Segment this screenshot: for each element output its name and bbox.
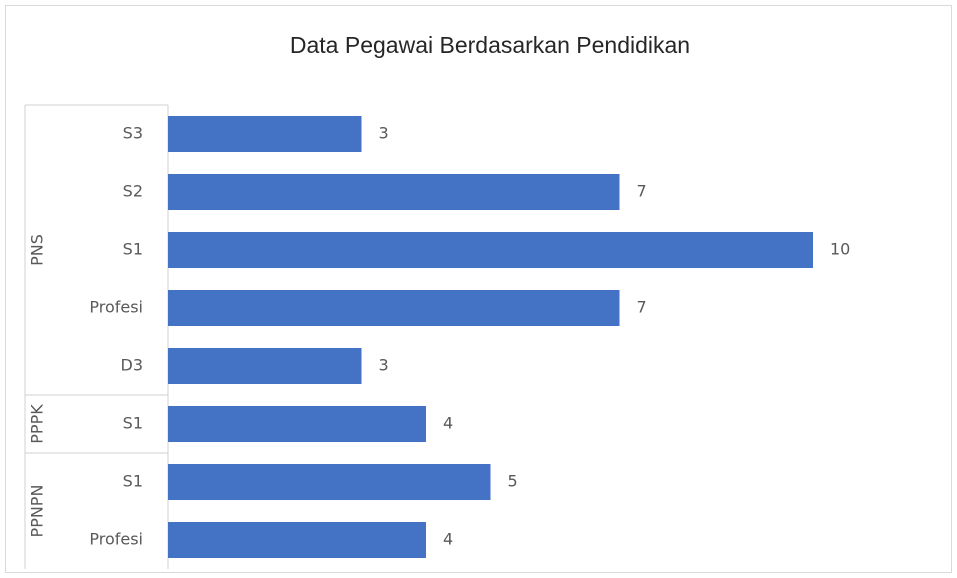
group-label: PPPK bbox=[28, 404, 47, 444]
group-label: PNS bbox=[28, 234, 47, 266]
bar bbox=[168, 348, 362, 384]
y-tick-label: S3 bbox=[123, 124, 143, 143]
bar bbox=[168, 522, 426, 558]
data-label: 3 bbox=[379, 356, 389, 375]
data-label: 5 bbox=[508, 472, 518, 491]
y-tick-label: Profesi bbox=[89, 298, 143, 317]
y-tick-label: D3 bbox=[121, 356, 144, 375]
bar bbox=[168, 406, 426, 442]
y-tick-label: Profesi bbox=[89, 530, 143, 549]
y-tick-label: S1 bbox=[123, 472, 143, 491]
data-label: 4 bbox=[443, 530, 453, 549]
bar bbox=[168, 464, 491, 500]
y-tick-label: S1 bbox=[123, 414, 143, 433]
group-label: PPNPN bbox=[28, 485, 47, 538]
data-label: 3 bbox=[379, 124, 389, 143]
data-label: 7 bbox=[637, 298, 647, 317]
data-label: 7 bbox=[637, 182, 647, 201]
data-label: 10 bbox=[830, 240, 850, 259]
bar bbox=[168, 232, 813, 268]
chart-title: Data Pegawai Berdasarkan Pendidikan bbox=[290, 32, 690, 58]
bar bbox=[168, 174, 620, 210]
bar bbox=[168, 116, 362, 152]
bar bbox=[168, 290, 620, 326]
y-tick-label: S2 bbox=[123, 182, 143, 201]
y-tick-label: S1 bbox=[123, 240, 143, 259]
data-label: 4 bbox=[443, 414, 453, 433]
